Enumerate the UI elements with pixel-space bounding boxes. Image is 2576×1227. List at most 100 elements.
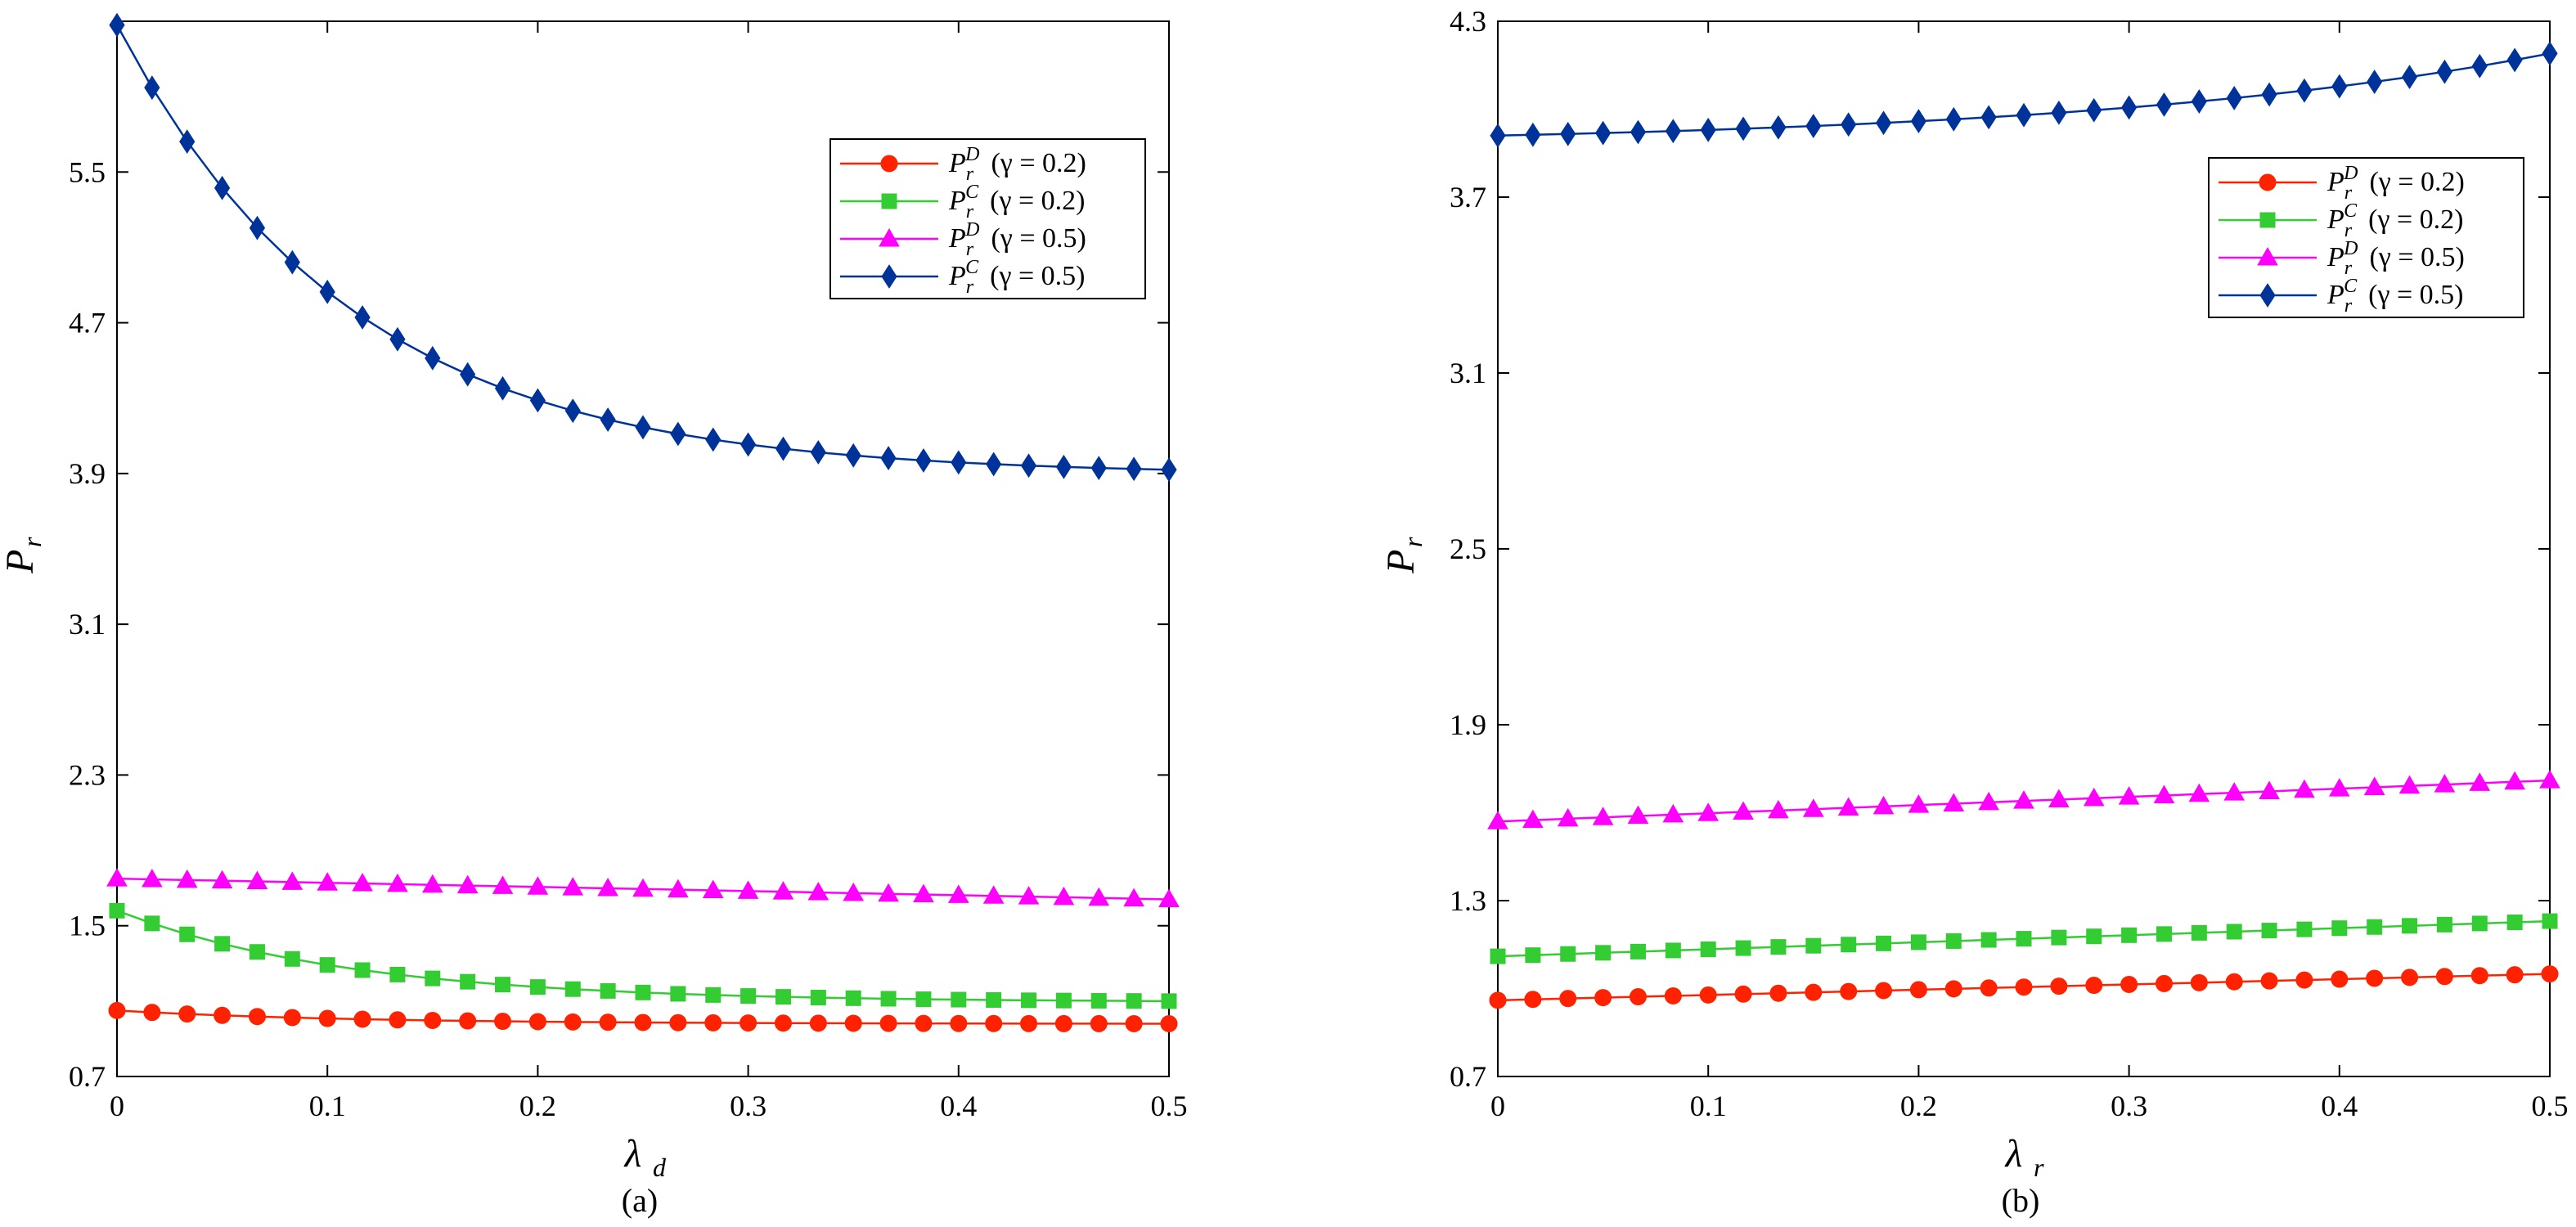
data-point [668, 879, 689, 898]
data-point [1841, 937, 1857, 953]
panel-label: (a) [622, 1182, 658, 1219]
y-tick-label: 4.7 [69, 307, 106, 339]
data-point [2470, 967, 2488, 985]
data-point [1872, 795, 1895, 815]
data-point [913, 883, 934, 903]
data-point [1735, 116, 1751, 142]
data-point [1560, 946, 1576, 962]
data-point [915, 447, 932, 473]
series-3 [1490, 41, 2558, 148]
data-point [1805, 937, 1822, 954]
data-point [1978, 791, 1999, 811]
data-point [387, 873, 408, 892]
x-axis-label-sub: r [2034, 1153, 2044, 1182]
data-point [1840, 982, 1858, 1000]
y-tick-label: 2.5 [1450, 533, 1486, 565]
data-point [248, 1008, 266, 1026]
data-point [600, 407, 616, 432]
data-point [284, 951, 300, 967]
data-point [2260, 972, 2278, 990]
legend-label-2: PrD (γ = 0.5) [948, 219, 1086, 260]
data-point [1594, 989, 1612, 1007]
data-point [632, 878, 654, 897]
data-point [2436, 59, 2452, 84]
data-point [844, 1014, 862, 1032]
data-point [353, 1010, 371, 1028]
data-point [2190, 973, 2208, 991]
data-point [1053, 886, 1075, 906]
data-point [317, 872, 339, 891]
data-point [947, 884, 969, 903]
data-point [2296, 921, 2313, 937]
y-tick-label: 1.5 [69, 910, 106, 942]
data-point [106, 868, 128, 887]
data-point [2086, 928, 2102, 945]
data-point [1630, 943, 1646, 960]
data-point [1525, 947, 1541, 964]
data-point [1487, 811, 1508, 829]
data-point [529, 388, 546, 413]
data-point [2295, 971, 2313, 989]
data-point [1522, 809, 1544, 829]
data-point [459, 1012, 477, 1030]
data-point [144, 915, 160, 932]
legend-label-3: PrC (γ = 0.5) [2326, 276, 2463, 317]
data-point [1980, 105, 1997, 130]
data-point [1560, 121, 1576, 146]
data-point [1054, 1014, 1072, 1032]
data-point [1161, 457, 1177, 483]
data-point [1662, 803, 1684, 823]
data-point [600, 982, 616, 999]
data-point [2506, 47, 2523, 73]
data-point [2223, 782, 2246, 801]
data-point [1055, 454, 1072, 479]
data-point [1945, 933, 1962, 949]
data-point [2155, 974, 2173, 992]
data-point [1627, 805, 1649, 825]
data-point [354, 305, 371, 330]
x-tick-label: 0.4 [2321, 1090, 2358, 1122]
data-point [179, 926, 196, 942]
legend-label-0: PrD (γ = 0.2) [2326, 163, 2465, 204]
data-point [2016, 931, 2032, 947]
x-tick-label: 0.4 [940, 1090, 977, 1122]
data-point [425, 345, 441, 371]
legend-label-1: PrC (γ = 0.2) [948, 182, 1085, 222]
x-tick-label: 0.1 [1690, 1090, 1727, 1122]
data-point [1123, 888, 1144, 907]
data-point [1595, 120, 1612, 146]
x-tick-label: 0.1 [309, 1090, 346, 1122]
data-point [1020, 453, 1037, 479]
x-tick-label: 0.5 [1151, 1090, 1188, 1122]
data-point [635, 984, 651, 1000]
data-point [564, 981, 581, 997]
data-point [1524, 991, 1542, 1009]
y-tick-label: 5.5 [69, 155, 106, 188]
y-tick-label: 1.3 [1450, 884, 1486, 917]
series-0 [108, 1001, 1178, 1032]
data-point [1592, 807, 1614, 825]
data-point [702, 879, 724, 898]
data-point [1629, 988, 1647, 1006]
data-point [2331, 920, 2348, 937]
y-tick-label: 3.7 [1450, 181, 1486, 213]
data-point [281, 871, 303, 890]
data-point [2015, 978, 2033, 996]
data-point [1557, 807, 1579, 827]
legend-label-2: PrD (γ = 0.5) [2326, 238, 2465, 279]
data-point [2504, 771, 2525, 790]
data-point [460, 973, 476, 990]
data-point [2085, 977, 2103, 995]
chart-panel-b: 0 0.1 0.2 0.3 0.4 0.50.71.31.92.53.13.74.3λ r(… [1379, 5, 2569, 1219]
data-point [670, 986, 686, 1002]
data-point [2083, 787, 2105, 807]
data-point [1697, 802, 1720, 821]
y-tick-label: 3.1 [69, 608, 106, 640]
data-point [1735, 940, 1751, 956]
data-point [1805, 983, 1823, 1001]
data-point [2118, 786, 2140, 805]
data-point [283, 1009, 301, 1027]
data-point [670, 421, 686, 447]
data-point [1090, 456, 1107, 481]
data-point [2225, 973, 2243, 991]
